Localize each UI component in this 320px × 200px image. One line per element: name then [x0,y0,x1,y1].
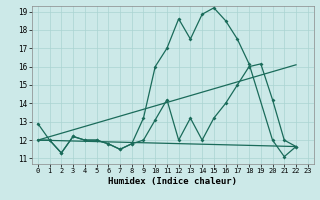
X-axis label: Humidex (Indice chaleur): Humidex (Indice chaleur) [108,177,237,186]
